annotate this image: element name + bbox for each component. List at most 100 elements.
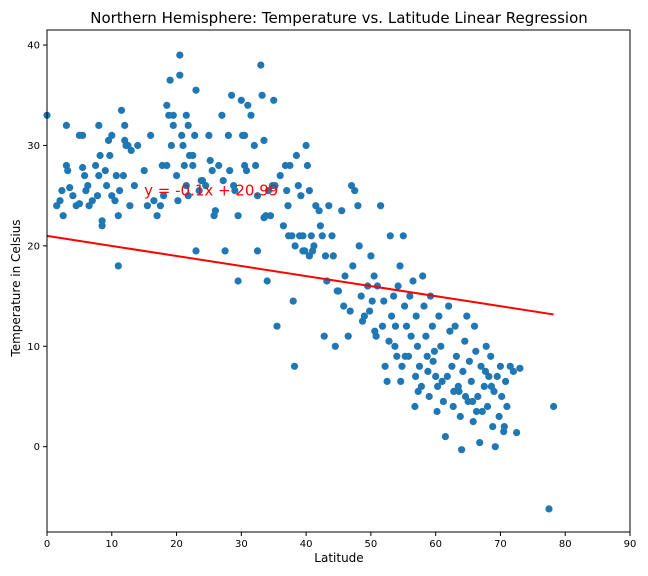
data-point [226, 167, 234, 175]
data-point [380, 297, 388, 305]
data-point [437, 342, 445, 350]
data-point [206, 156, 214, 165]
data-point [461, 392, 470, 401]
data-point [346, 307, 354, 315]
data-point [219, 177, 227, 185]
data-point [93, 192, 102, 200]
data-point [351, 187, 359, 195]
data-point [430, 347, 438, 355]
data-point [182, 182, 190, 190]
data-point [423, 352, 431, 360]
data-point [441, 433, 449, 441]
data-point [451, 322, 459, 330]
data-point [500, 423, 508, 431]
data-point [493, 372, 501, 380]
data-point [176, 51, 184, 59]
data-point [545, 505, 553, 513]
data-point [64, 167, 72, 175]
data-point [357, 292, 365, 300]
data-point [487, 352, 495, 360]
data-point [191, 131, 199, 139]
data-point [266, 212, 275, 220]
data-point [281, 161, 289, 170]
y-tick-label: 20 [27, 241, 40, 252]
data-point [465, 357, 473, 365]
data-point [103, 182, 111, 190]
data-point [163, 101, 171, 109]
x-tick-label: 70 [494, 539, 507, 550]
data-point [126, 202, 134, 210]
data-point [130, 182, 138, 190]
data-point [143, 202, 151, 210]
data-point [329, 252, 337, 260]
data-point [411, 402, 419, 411]
data-point [406, 292, 414, 300]
x-tick-label: 80 [559, 539, 572, 550]
plot-area: y = -0.1x + 20.99 [43, 51, 558, 513]
data-point [260, 136, 268, 144]
data-point [303, 161, 311, 170]
data-point [218, 111, 226, 119]
data-point [127, 146, 135, 155]
data-point [432, 372, 440, 380]
data-point [250, 141, 258, 150]
axes: 0 10 20 30 40 50 60 70 80 90 0 10 20 30 40 [27, 29, 636, 550]
data-point [481, 367, 490, 375]
data-point [341, 272, 349, 280]
data-point [446, 327, 454, 335]
data-point [88, 197, 96, 205]
data-point [393, 352, 401, 360]
data-point [111, 197, 119, 205]
data-point [459, 367, 467, 375]
data-point [208, 167, 216, 175]
data-point [477, 362, 485, 370]
data-point [106, 151, 114, 160]
data-point [439, 397, 447, 406]
data-point [433, 407, 441, 416]
data-point [268, 182, 276, 190]
data-point [398, 362, 406, 370]
data-point [252, 161, 260, 170]
data-point [377, 202, 385, 210]
data-point [370, 272, 378, 280]
data-point [247, 111, 255, 119]
data-point [396, 262, 404, 270]
x-tick-label: 30 [235, 539, 248, 550]
data-point [414, 387, 422, 395]
data-point [333, 287, 341, 295]
data-point [331, 342, 339, 350]
data-point [116, 187, 124, 195]
data-point [253, 192, 262, 200]
data-point [56, 197, 64, 205]
data-point [174, 197, 182, 205]
data-point [509, 367, 517, 375]
data-point [513, 429, 521, 437]
data-point [179, 141, 187, 150]
data-point [310, 242, 318, 250]
data-point [79, 131, 87, 139]
data-point [234, 277, 242, 285]
data-point [419, 272, 427, 280]
data-point [253, 247, 262, 255]
data-point [355, 242, 363, 250]
data-point [516, 364, 524, 372]
data-point [234, 212, 242, 220]
data-point [98, 222, 106, 230]
data-point [452, 352, 460, 360]
data-point [491, 443, 499, 451]
data-point [443, 372, 451, 380]
x-tick-label: 0 [44, 539, 50, 550]
data-point [378, 322, 387, 330]
data-point [461, 337, 469, 345]
data-point [425, 392, 433, 401]
data-point [101, 167, 109, 175]
y-tick-label: 0 [34, 442, 40, 453]
data-point [285, 232, 293, 240]
data-point [503, 402, 511, 411]
data-point [463, 312, 471, 320]
data-point [422, 332, 430, 340]
data-point [445, 302, 453, 310]
data-point [388, 312, 396, 320]
data-point [294, 182, 302, 190]
data-point [257, 61, 265, 69]
